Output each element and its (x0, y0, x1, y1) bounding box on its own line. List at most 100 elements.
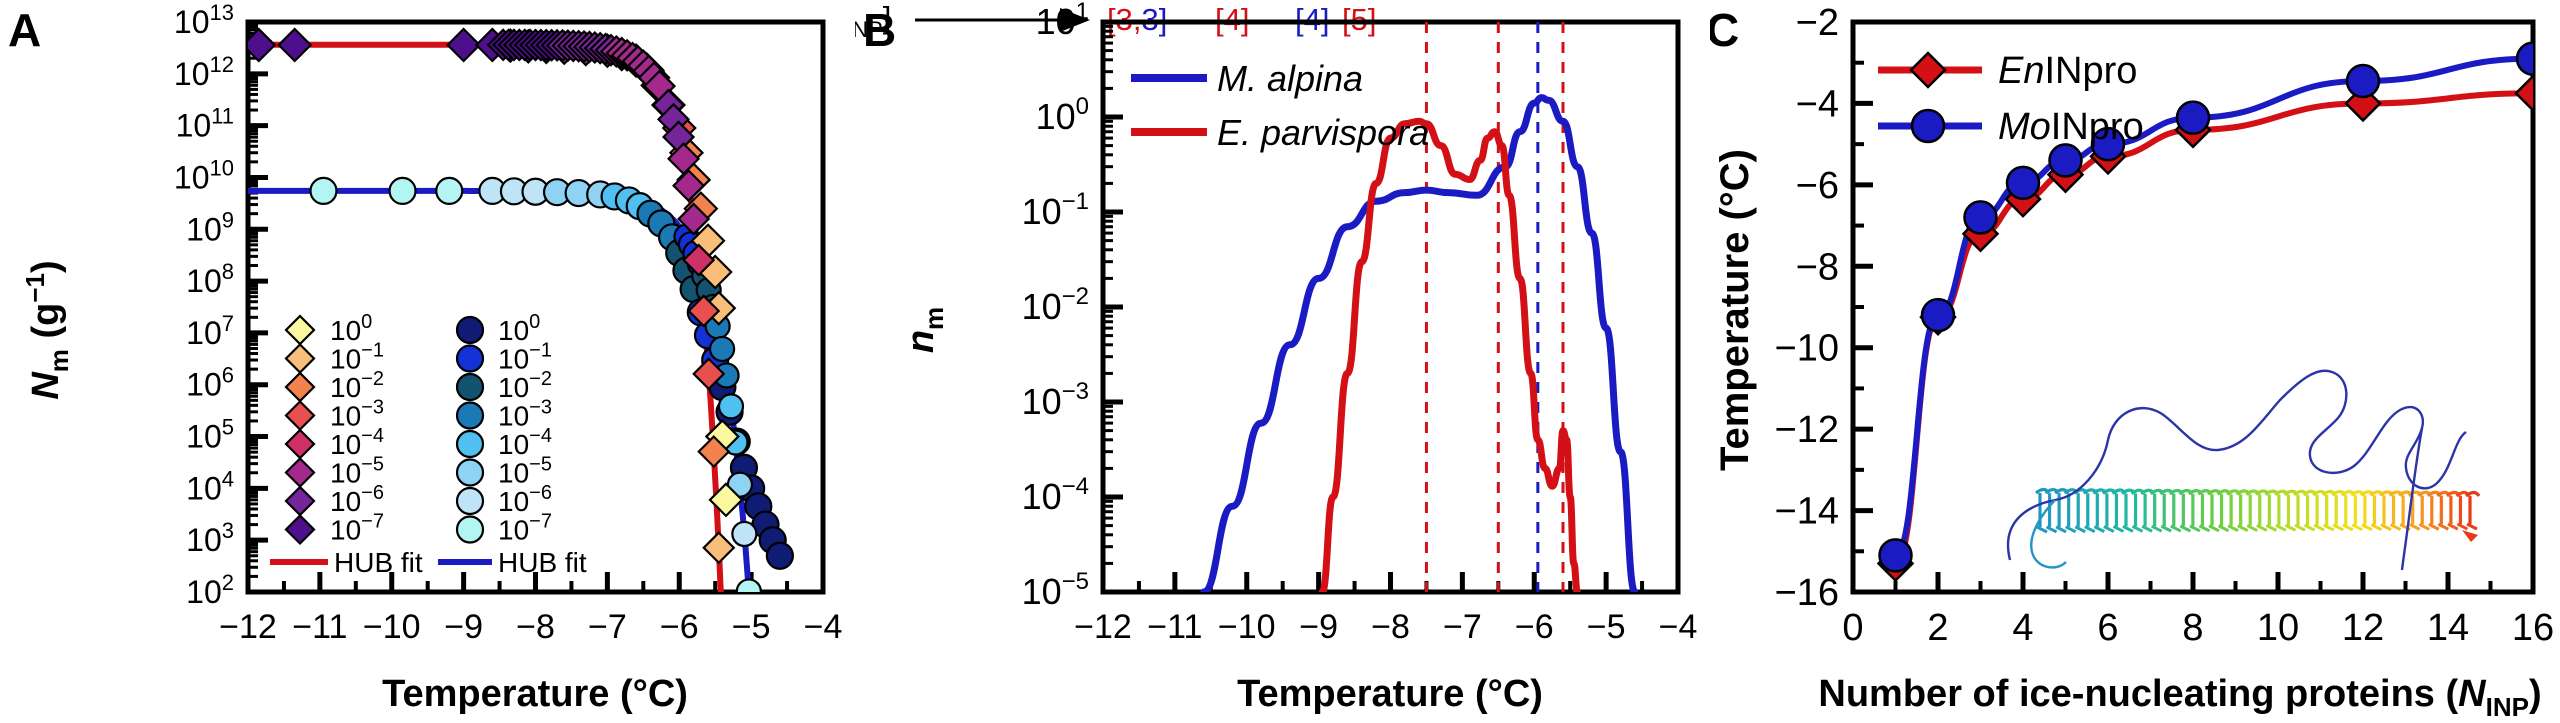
panel-c-marker-moinpro (2048, 143, 2083, 178)
protein-helix-strand (2370, 523, 2383, 532)
protein-disordered-loop (2007, 369, 2467, 561)
panel-b-x-tick-label: −5 (1587, 608, 1626, 646)
panel-c-x-tick-label: 16 (2512, 607, 2554, 649)
protein-helix-strand (2275, 523, 2287, 532)
protein-helix-rung (2292, 489, 2309, 526)
protein-helix-rung (2350, 490, 2366, 525)
panel-a-data-point-circle (731, 520, 758, 548)
protein-helix-strand (2447, 522, 2459, 531)
panel-a-legend-diamond-2 (284, 371, 316, 403)
panel-a-letter: A (8, 4, 41, 56)
protein-helix-strand (2351, 523, 2364, 532)
panel-c-x-tick-label: 6 (2097, 607, 2118, 649)
protein-helix-strand (2131, 524, 2144, 533)
panel-a-y-tick-label: 105 (186, 415, 234, 455)
panel-c-x-tick-label: 10 (2257, 607, 2299, 649)
protein-helix-strand (2466, 522, 2478, 531)
protein-helix-strand (2408, 523, 2421, 531)
panel-c-marker-moinpro (2090, 126, 2126, 162)
panel-c-ylabel-text: Temperature (°C) (1713, 149, 1757, 471)
protein-helix-rung (2149, 488, 2166, 527)
panel-b-y-tick-label: 100 (1036, 93, 1089, 137)
panel-a-legend-diamond-label-1: 10−1 (330, 340, 384, 375)
protein-helix-rung (2092, 488, 2108, 527)
protein-helix-strand (2294, 523, 2306, 532)
panel-a-legend-circle-4 (455, 429, 485, 459)
panel-c-x-tick-label: 0 (1842, 607, 1863, 649)
panel-a-legend-circle-label-6: 10−6 (498, 482, 552, 517)
panel-c-x-tick-label: 14 (2427, 607, 2469, 649)
protein-helix-rung (2187, 488, 2204, 526)
panel-a-data-point-diamond (672, 169, 706, 203)
protein-helix-rung (2273, 489, 2290, 526)
panel-c-legend: EnINpro MoINpro (1878, 50, 2144, 148)
protein-helix-rung (2197, 489, 2213, 526)
svg-text:nm: nm (900, 307, 949, 353)
panel-c-marker-eninpro (2514, 74, 2533, 113)
protein-helix-rung (2378, 490, 2395, 525)
protein-helix-strand (2265, 524, 2278, 532)
panel-b-ann-close: ] (883, 0, 892, 35)
protein-helix-strand (2084, 525, 2096, 534)
panel-c-marker-moinpro (2515, 41, 2533, 76)
panel-b-x-tick-label: −12 (1074, 608, 1132, 646)
panel-a-ylabel-unit: (g (25, 303, 67, 349)
protein-helix-rung (2235, 489, 2252, 526)
protein-helix-strand (2198, 524, 2211, 533)
panel-b-curve-m-alpina (1200, 94, 1639, 592)
panel-a-legend-circle-label-1: 10−1 (498, 340, 552, 375)
protein-helix-strand (2217, 524, 2230, 533)
protein-helix-strand (2112, 525, 2125, 533)
panel-a-legend-circle-7 (455, 515, 485, 544)
protein-helix-rung (2359, 490, 2376, 525)
panel-a-data-point-diamond (692, 357, 726, 391)
protein-helix-rung (2111, 488, 2127, 527)
panel-b-y-axis-title: nm (900, 307, 949, 353)
panel-a-legend-circle-0 (455, 315, 485, 345)
protein-loop-tail (2400, 427, 2424, 571)
panel-a-legend-diamond-3 (284, 399, 316, 432)
protein-c-terminus-arrow (2462, 530, 2478, 542)
panel-b-plot-frame (1100, 19, 1681, 595)
panel-a-y-tick-label: 108 (186, 259, 234, 299)
protein-helix-strand (2428, 522, 2440, 531)
panel-c-x-axis: 0 2 4 6 8 10 12 14 16 (1842, 572, 2554, 649)
protein-helix-strand (2380, 523, 2392, 531)
panel-a-x-axis: −12 −11 −10 −9 −8 −7 −6 −5 −4 (219, 572, 842, 646)
protein-helix-strand (2236, 524, 2249, 532)
protein-helix-strand (2055, 525, 2067, 534)
panel-a-legend-diamond-label-0: 100 (330, 311, 372, 346)
panel-a-ylabel-unit-close: ) (25, 260, 67, 273)
panel-b-x-axis: −12 −11 −10 −9 −8 −7 −6 −5 −4 (1074, 572, 1697, 646)
panel-c: C −16 −14 −12 −10 −8 −6 −4 −2 0 2 4 6 8 10 12 14 16 Tem… (1710, 0, 2560, 723)
protein-helix-rung (2226, 489, 2242, 526)
panel-a-y-tick-label: 102 (186, 570, 234, 610)
panel-b-x-tick-label: −11 (1147, 608, 1202, 646)
panel-b-y-tick-label: 10−3 (1022, 378, 1089, 422)
panel-c-x-tick-label: 4 (2012, 607, 2033, 649)
panel-a-legend-diamond-label-3: 10−3 (330, 397, 384, 432)
panel-c-marker-moinpro (1878, 538, 1913, 573)
panel-a-x-tick-label: −5 (732, 608, 771, 646)
panel-b-x-tick-label: −6 (1515, 608, 1554, 646)
panel-a-diamond-markers (248, 27, 744, 565)
panel-b-legend: M. alpina E. parvispora (1131, 58, 1429, 153)
panel-a-legend-circle-label-5: 10−5 (498, 454, 552, 489)
protein-helix-strand (2064, 525, 2077, 534)
panel-b: B [NINP] [3,3] [4] [4] [5] 10−510−410−31… (855, 0, 1710, 723)
protein-helix-strand (2342, 523, 2354, 532)
protein-helix-strand (2160, 524, 2172, 533)
panel-a-data-point-diamond (697, 435, 731, 469)
protein-helix-rung (2426, 490, 2443, 525)
panel-a-hub-fit-red (248, 41, 724, 592)
panel-c-xlabel-close: ) (2529, 673, 2542, 715)
panel-c-marker-moinpro (2175, 100, 2211, 135)
panel-a-y-tick-label: 109 (186, 207, 234, 247)
panel-c-marker-moinpro (2345, 63, 2381, 99)
panel-c-svg: C −16 −14 −12 −10 −8 −6 −4 −2 0 2 4 6 8 10 12 14 16 Tem… (1710, 2, 2554, 722)
panel-a-data-point-circle (309, 176, 338, 206)
protein-helix-rung (2178, 488, 2194, 526)
panel-c-legend-marker-diamond (1909, 51, 1947, 89)
panel-c-y-tick-label: −6 (1796, 165, 1839, 207)
panel-b-ylabel-sub: m (919, 307, 949, 330)
